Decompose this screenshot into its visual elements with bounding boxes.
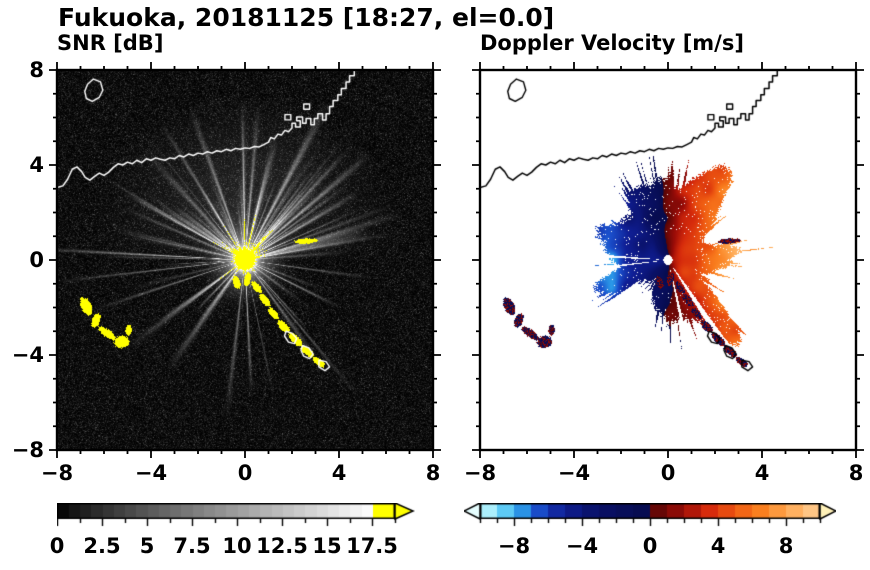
velocity-colorbar-canvas — [464, 503, 836, 529]
x-tick-label: 0 — [237, 461, 253, 485]
snr-plot-area: 8 4 0 −4 −8 −8 −4 0 4 8 — [12, 58, 441, 485]
snr-panel-title: SNR [dB] — [57, 31, 164, 55]
colorbar-tick-label: 8 — [778, 534, 794, 558]
x-tick-label: −4 — [557, 461, 591, 485]
colorbar-tick-label: 0 — [642, 534, 658, 558]
figure-title: Fukuoka, 20181125 [18:27, el=0.0] — [58, 3, 555, 32]
x-tick-label: 8 — [848, 461, 864, 485]
x-tick-label: −8 — [463, 461, 497, 485]
y-tick-label: −8 — [11, 438, 44, 462]
colorbar-tick-label: −8 — [497, 534, 531, 558]
colorbar-tick-label: 15 — [312, 534, 342, 558]
y-tick-label: 4 — [29, 153, 44, 177]
x-tick-label: 8 — [425, 461, 441, 485]
snr-colorbar-canvas — [57, 503, 415, 529]
snr-colorbar: 0 2.5 5 7.5 10 12.5 15 17.5 — [50, 503, 415, 563]
velocity-panel-title: Doppler Velocity [m/s] — [480, 31, 744, 55]
colorbar-tick-label: −4 — [565, 534, 599, 558]
colorbar-tick-label: 17.5 — [346, 534, 398, 558]
x-tick-label: 0 — [660, 461, 676, 485]
colorbar-tick-label: 2.5 — [83, 534, 121, 558]
colorbar-tick-label: 12.5 — [256, 534, 308, 558]
snr-canvas — [57, 70, 433, 450]
velocity-canvas — [480, 70, 856, 450]
x-tick-label: 4 — [331, 461, 347, 485]
colorbar-tick-label: 4 — [710, 534, 726, 558]
y-tick-label: 8 — [29, 58, 44, 82]
y-tick-label: 0 — [29, 248, 44, 272]
colorbar-tick-label: 7.5 — [173, 534, 211, 558]
velocity-plot-area: −8 −4 0 4 8 — [464, 62, 864, 485]
colorbar-tick-label: 10 — [222, 534, 252, 558]
x-tick-label: −4 — [134, 461, 168, 485]
colorbar-tick-label: 5 — [139, 534, 155, 558]
x-tick-label: 4 — [754, 461, 770, 485]
colorbar-tick-label: 0 — [49, 534, 65, 558]
y-tick-label: −4 — [11, 343, 44, 367]
velocity-colorbar: −8 −4 0 4 8 — [464, 503, 836, 563]
x-tick-label: −8 — [40, 461, 74, 485]
